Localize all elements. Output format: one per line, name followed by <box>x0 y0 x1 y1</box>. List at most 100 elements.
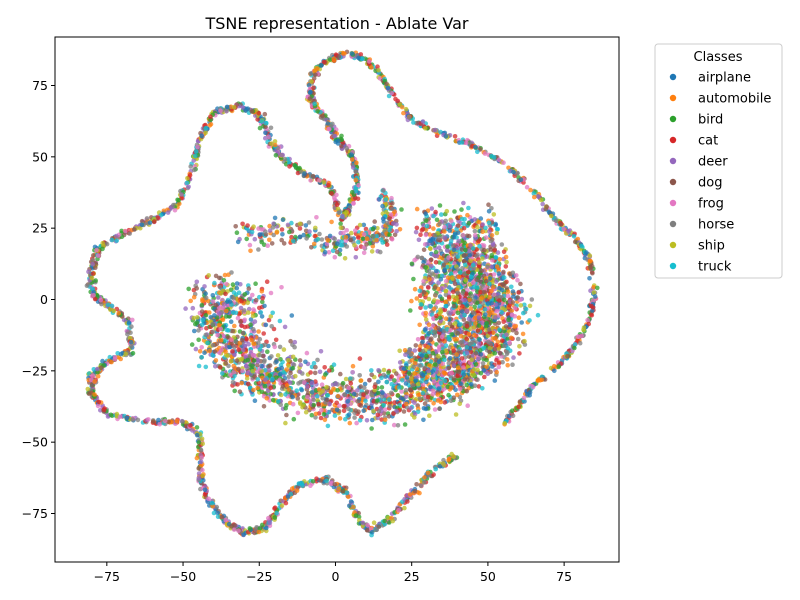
point-automobile <box>315 66 320 71</box>
point-deer <box>279 152 285 158</box>
point-frog <box>240 368 245 374</box>
point-airplane <box>308 89 313 95</box>
point-deer <box>540 201 545 207</box>
point-cat <box>517 351 522 356</box>
point-deer <box>267 228 273 233</box>
point-horse <box>256 247 261 252</box>
point-dog <box>544 204 549 209</box>
point-bird <box>248 322 253 328</box>
point-ship <box>199 436 205 442</box>
point-automobile <box>267 237 272 243</box>
point-airplane <box>124 415 130 421</box>
point-horse <box>128 330 133 336</box>
point-dog <box>358 403 364 408</box>
point-frog <box>123 228 128 234</box>
point-automobile <box>174 419 180 424</box>
point-horse <box>407 115 412 120</box>
point-horse <box>362 385 367 391</box>
point-ship <box>453 412 459 417</box>
point-ship <box>335 206 341 212</box>
point-frog <box>524 184 530 190</box>
point-frog <box>590 298 596 303</box>
point-truck <box>283 392 288 397</box>
point-bird <box>386 370 391 375</box>
point-bird <box>227 314 232 319</box>
point-frog <box>491 272 497 277</box>
point-truck <box>480 386 485 391</box>
point-frog <box>96 253 101 258</box>
point-deer <box>252 319 258 324</box>
point-bird <box>278 357 283 362</box>
point-cat <box>356 235 361 240</box>
point-horse <box>380 394 385 399</box>
point-airplane <box>264 525 269 531</box>
point-deer <box>485 371 491 377</box>
point-dog <box>358 384 364 389</box>
point-frog <box>575 334 581 340</box>
point-airplane <box>259 314 265 319</box>
point-truck <box>223 338 228 343</box>
point-automobile <box>465 212 470 218</box>
point-airplane <box>302 171 307 176</box>
point-airplane <box>290 394 295 400</box>
point-frog <box>361 232 367 237</box>
point-automobile <box>516 315 522 321</box>
point-horse <box>188 164 193 169</box>
point-airplane <box>241 532 246 537</box>
point-airplane <box>224 104 230 110</box>
point-frog <box>579 333 584 339</box>
point-horse <box>529 297 535 302</box>
point-automobile <box>509 308 515 314</box>
point-bird <box>297 165 302 171</box>
point-dog <box>324 397 330 403</box>
point-dog <box>364 389 370 395</box>
point-dog <box>223 360 229 366</box>
point-cat <box>379 417 385 422</box>
point-deer <box>246 341 251 347</box>
point-ship <box>427 413 432 419</box>
point-ship <box>269 141 274 146</box>
point-dog <box>310 173 316 179</box>
point-automobile <box>220 317 226 323</box>
point-bird <box>270 397 276 403</box>
point-deer <box>221 301 227 307</box>
point-airplane <box>335 138 341 143</box>
point-automobile <box>337 416 343 421</box>
point-frog <box>98 297 104 303</box>
point-frog <box>247 242 253 248</box>
point-frog <box>341 230 346 236</box>
point-automobile <box>591 285 596 290</box>
point-automobile <box>92 379 97 384</box>
point-bird <box>94 293 100 298</box>
point-horse <box>261 359 267 365</box>
point-automobile <box>497 257 503 262</box>
point-bird <box>260 299 265 305</box>
point-deer <box>566 229 571 234</box>
point-truck <box>210 500 215 506</box>
point-dog <box>588 265 593 271</box>
point-bird <box>472 304 478 310</box>
point-dog <box>89 383 95 388</box>
point-airplane <box>356 55 361 61</box>
point-automobile <box>294 488 300 493</box>
point-automobile <box>494 369 500 375</box>
point-airplane <box>263 130 268 136</box>
point-horse <box>417 396 423 401</box>
point-truck <box>433 466 439 472</box>
point-cat <box>389 374 395 379</box>
point-frog <box>94 247 99 253</box>
point-truck <box>311 361 317 366</box>
point-deer <box>252 236 258 242</box>
point-dog <box>238 319 243 324</box>
point-dog <box>249 109 255 114</box>
point-bird <box>323 372 328 377</box>
point-airplane <box>511 294 516 299</box>
point-horse <box>231 295 236 301</box>
point-frog <box>255 369 260 374</box>
point-bird <box>259 239 265 245</box>
point-bird <box>242 292 248 297</box>
point-bird <box>309 412 315 418</box>
point-cat <box>507 303 512 308</box>
point-frog <box>367 59 372 64</box>
point-truck <box>384 379 390 385</box>
